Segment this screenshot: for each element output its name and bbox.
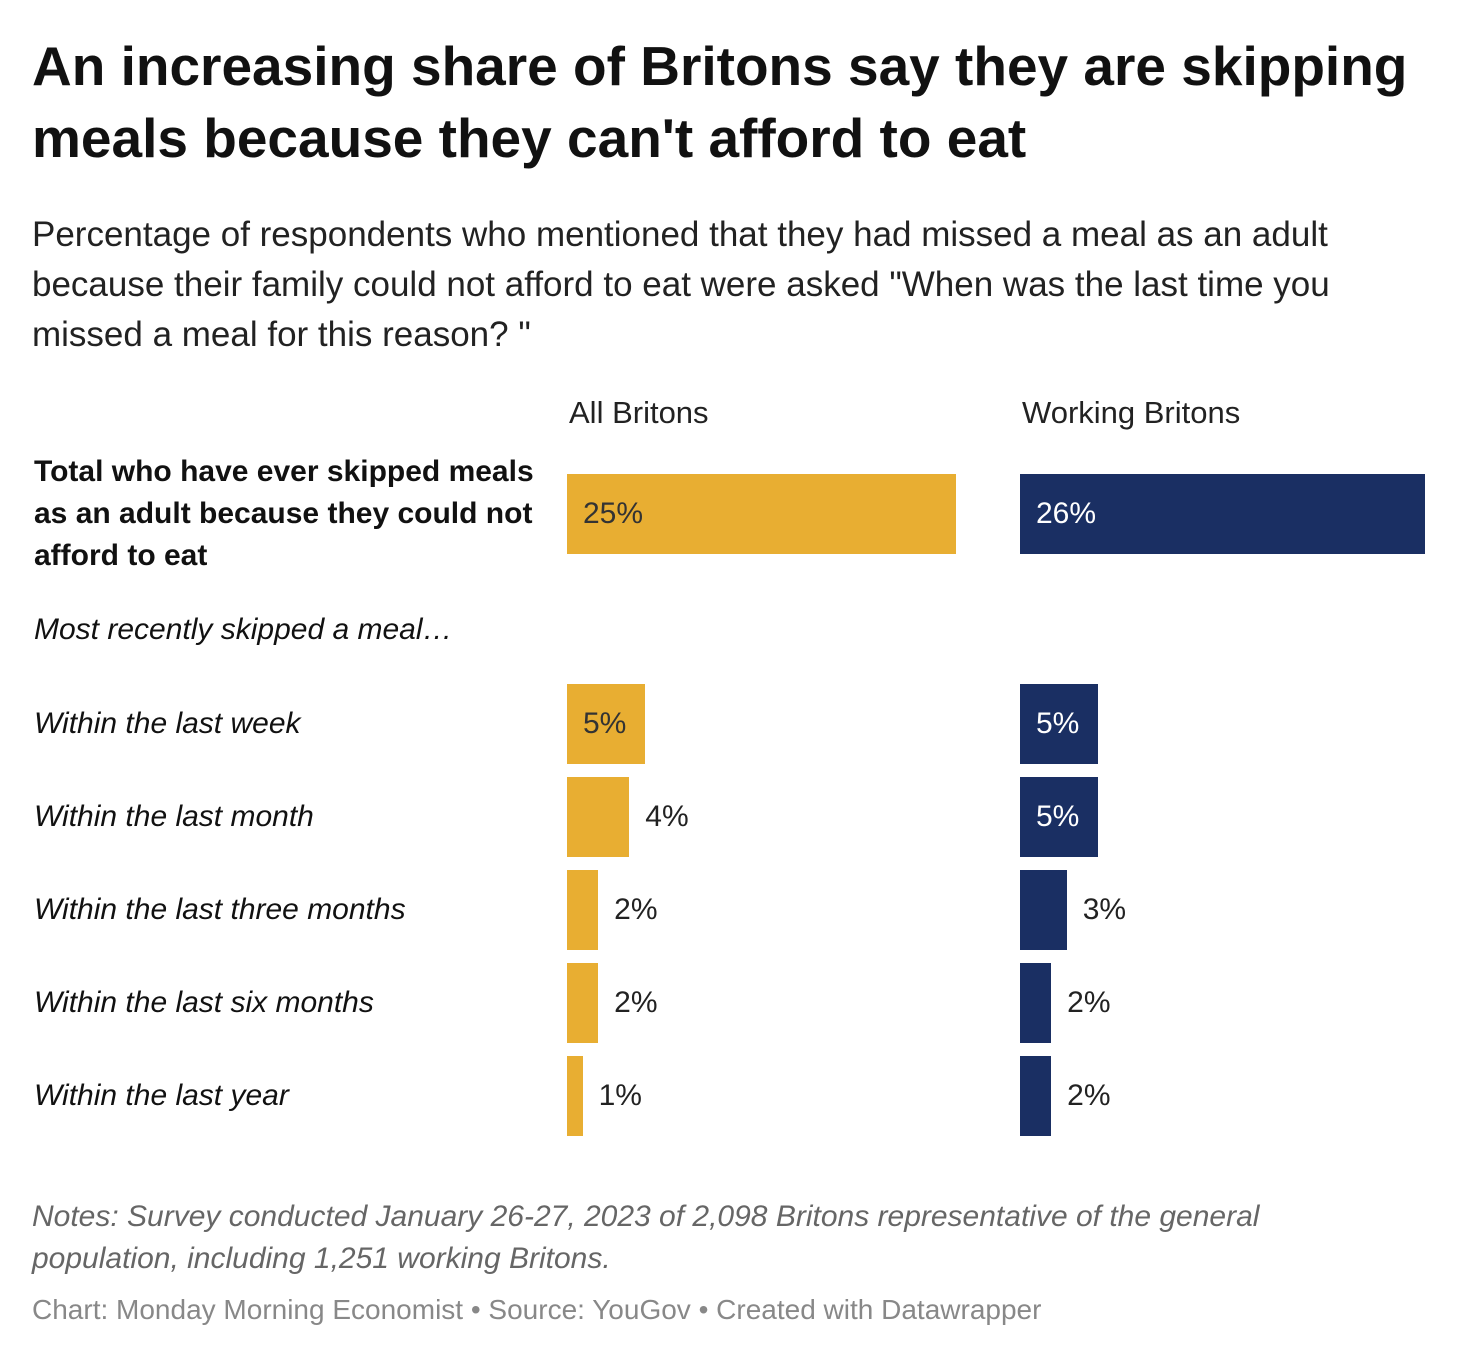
legend-label: All Britons	[569, 395, 709, 430]
legend-label: Working Britons	[1022, 395, 1241, 430]
bar	[1020, 870, 1067, 950]
category-label: Within the last six months	[34, 986, 374, 1019]
bar	[1020, 1056, 1052, 1136]
category-label: Within the last month	[34, 800, 314, 833]
category-label: Within the last week	[34, 707, 301, 740]
footer: Chart: Monday Morning Economist • Source…	[32, 1294, 1042, 1325]
bar	[1020, 777, 1098, 857]
value-label: 2%	[614, 986, 658, 1019]
category-label: Within the last three months	[34, 893, 406, 926]
bar	[567, 870, 599, 950]
bar	[567, 474, 957, 554]
chart-subtitle: Percentage of respondents who mentioned …	[32, 215, 1330, 354]
value-label: 3%	[1082, 893, 1127, 926]
value-label: 26%	[1036, 497, 1097, 530]
chart-title: An increasing share of Britons say they …	[32, 35, 1408, 169]
category-label: Within the last year	[34, 1079, 289, 1112]
value-label: 4%	[645, 800, 689, 833]
value-label: 5%	[583, 707, 627, 740]
bar	[1020, 963, 1052, 1043]
category-label: Most recently skipped a meal…	[34, 613, 453, 646]
bar	[567, 684, 645, 764]
value-label: 25%	[583, 497, 644, 530]
bar	[567, 963, 599, 1043]
value-label: 2%	[1067, 1079, 1111, 1112]
category-label: Total who have ever skipped meals as an …	[34, 455, 534, 572]
value-label: 5%	[1036, 800, 1080, 833]
bar	[1020, 474, 1425, 554]
value-label: 1%	[598, 1079, 642, 1112]
value-label: 2%	[1067, 986, 1111, 1019]
notes: Notes: Survey conducted January 26-27, 2…	[32, 1200, 1260, 1275]
bar	[567, 1056, 583, 1136]
bar	[567, 777, 630, 857]
value-label: 2%	[614, 893, 658, 926]
bar	[1020, 684, 1098, 764]
value-label: 5%	[1036, 707, 1080, 740]
